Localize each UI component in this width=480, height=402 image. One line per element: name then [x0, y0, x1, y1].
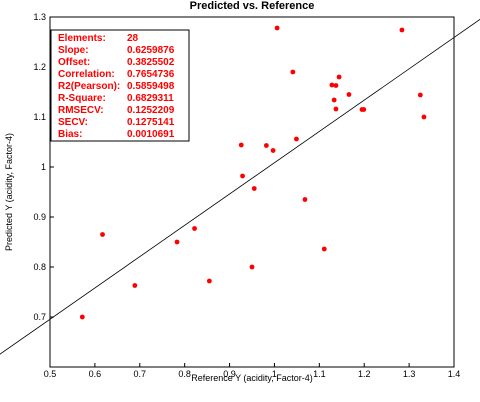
data-point	[417, 92, 423, 98]
data-point	[321, 246, 327, 252]
data-point	[270, 148, 276, 153]
data-point	[421, 114, 427, 120]
stat-label: Bias:	[58, 129, 82, 140]
x-tick-label: 0.8	[178, 369, 191, 379]
stat-label: Slope:	[58, 45, 89, 56]
data-point	[290, 69, 296, 75]
data-points	[79, 25, 427, 320]
stats-box	[50, 29, 190, 142]
data-point	[251, 186, 257, 191]
x-tick-label: 1.4	[448, 369, 461, 379]
x-axis-label: Reference Y (acidity, Factor-4)	[191, 373, 313, 383]
data-point	[333, 106, 339, 112]
data-point	[249, 264, 255, 270]
y-tick-label: 0.9	[33, 212, 46, 222]
x-tick-label: 0.7	[134, 369, 147, 379]
y-tick-label: 1	[41, 162, 46, 172]
data-point	[192, 226, 197, 231]
x-tick-label: 0.9	[223, 369, 236, 379]
x-tick-label: 1.1	[313, 369, 326, 379]
stat-value: 0.6259876	[127, 45, 175, 56]
plot-frame	[49, 16, 455, 368]
x-tick-label: 0.5	[44, 369, 57, 379]
stat-value: 0.1275141	[127, 117, 175, 128]
stat-label: R2(Pearson):	[58, 81, 120, 92]
stat-label: R-Square:	[58, 93, 106, 104]
stat-label: RMSECV:	[58, 105, 104, 116]
data-point	[274, 25, 280, 31]
stat-value: 0.6829311	[127, 93, 174, 104]
stat-value: 0.0010691	[127, 129, 175, 140]
x-tick-label: 1.2	[358, 369, 371, 379]
x-tick-label: 1	[272, 369, 277, 379]
data-point	[132, 283, 138, 288]
data-point	[346, 92, 352, 97]
data-point	[100, 232, 105, 237]
stat-label: SECV:	[58, 117, 88, 128]
y-tick-label: 0.7	[33, 312, 46, 322]
y-axis-label: Predicted Y (acidity, Factor-4)	[4, 133, 14, 251]
stat-value: 0.7654736	[127, 69, 175, 80]
data-point	[331, 97, 337, 103]
stat-value: 0.3825502	[127, 57, 175, 68]
data-point	[399, 27, 405, 33]
stat-label: Elements:	[58, 33, 106, 44]
data-point	[240, 173, 245, 179]
data-point	[294, 136, 299, 142]
stat-value: 0.5859498	[127, 81, 175, 92]
regression-line	[0, 18, 480, 355]
y-tick-label: 1.3	[33, 12, 46, 22]
data-point	[361, 107, 367, 112]
stat-value: 0.1252209	[127, 105, 175, 116]
data-point	[336, 74, 342, 80]
data-point	[206, 278, 212, 284]
axis-tick-labels: 0.5 0.6 0.7 0.8 0.9 1 1.1 1.2 1.3 1.4 0.7 0.8 0.9 1 1.…	[33, 12, 460, 379]
stat-value: 28	[127, 33, 139, 44]
chart-title: Predicted vs. Reference	[190, 0, 315, 12]
data-point	[302, 197, 308, 202]
x-tick-label: 1.3	[403, 369, 416, 379]
data-point	[333, 83, 339, 88]
data-point	[79, 314, 85, 320]
data-point	[174, 239, 180, 245]
y-tick-label: 1.2	[33, 62, 46, 72]
x-tick-label: 0.6	[89, 369, 102, 379]
data-point	[329, 82, 335, 88]
stats-list: Elements: 28 Slope: 0.6259876 Offset: 0.38255…	[58, 33, 175, 140]
stat-label: Offset:	[58, 57, 90, 68]
stat-label: Correlation:	[58, 69, 115, 80]
data-point	[238, 142, 244, 148]
data-point	[263, 143, 269, 148]
y-tick-label: 1.1	[33, 112, 46, 122]
y-tick-label: 0.8	[33, 262, 46, 272]
